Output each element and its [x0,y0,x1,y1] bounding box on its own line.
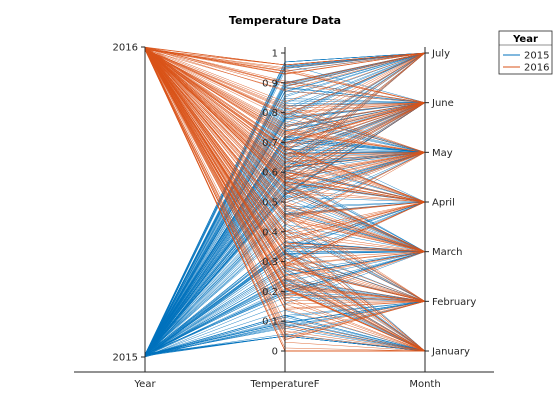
axis-year: Year 2015 2016 [113,43,157,391]
legend-title: Year [512,34,538,45]
chart-title: Temperature Data [229,14,341,27]
tick-label: 0.5 [262,198,278,209]
axis-month: Month January February March April May June Jul… [409,47,476,390]
tick-label: 0.2 [262,287,278,298]
tick-label: 0.6 [262,168,278,179]
tick-label: April [432,198,455,209]
legend-entry: 2016 [524,63,549,74]
tick-label: 0.9 [262,78,278,89]
tick-label: July [431,49,450,60]
axis-name: TemperatureF [249,379,319,390]
tick-label: 0.1 [262,317,278,328]
tick-label: 0.7 [262,138,278,149]
tick-label: 1 [272,49,278,60]
axis-temperaturef: TemperatureF 0 0.1 0.2 0.3 0.4 0.5 0.6 0.7 0.8 0.9… [249,47,320,390]
axis-name: Month [409,379,440,390]
legend-entry: 2015 [524,51,549,62]
tick-label: 2015 [113,353,138,364]
tick-label: 2016 [113,43,138,54]
tick-label: May [432,148,453,159]
tick-label: 0 [272,347,278,358]
tick-label: June [431,98,454,109]
axis-name: Year [133,379,156,390]
tick-label: 0.4 [262,227,278,238]
tick-label: 0.3 [262,257,278,268]
tick-label: February [432,297,476,308]
tick-label: January [431,347,470,358]
axes: Year 2015 2016 TemperatureF 0 0.1 0.2 0.3 0.4 0.5… [74,43,494,391]
tick-label: March [432,247,462,258]
tick-label: 0.8 [262,108,278,119]
